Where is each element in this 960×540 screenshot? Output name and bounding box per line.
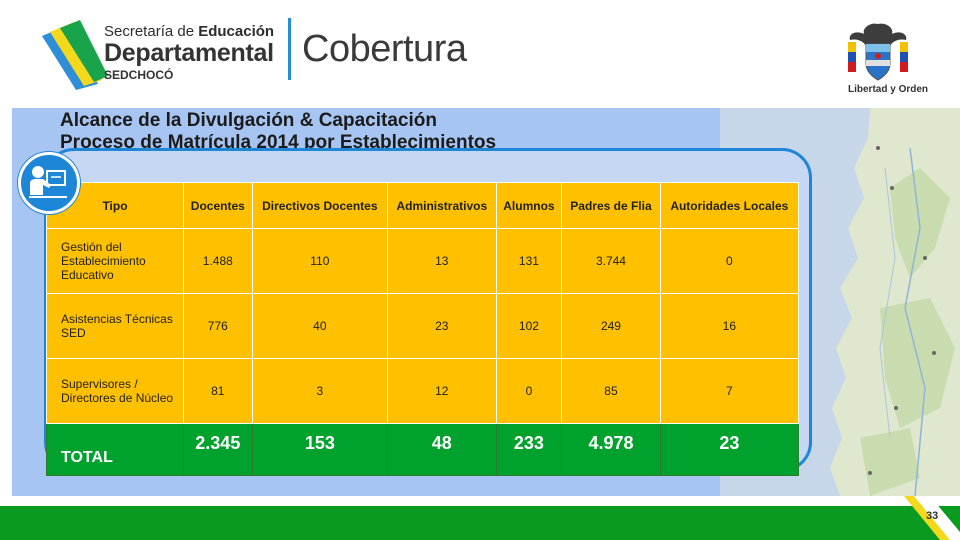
row-label: Supervisores / Directores de Núcleo (46, 358, 184, 424)
motto: Libertad y Orden (848, 84, 929, 95)
table-cell: 249 (561, 293, 661, 359)
column-header: Docentes (183, 182, 253, 229)
table-cell: 23 (387, 293, 497, 359)
table-cell: 0 (659, 228, 800, 294)
table-cell: 131 (495, 228, 563, 294)
header-divider (288, 18, 291, 80)
total-row: TOTAL 2.345 153 48 233 4.978 23 (46, 423, 800, 476)
sed-logo-icon (42, 20, 108, 90)
table-cell: 7 (659, 358, 800, 424)
table-cell: 0 (495, 358, 563, 424)
page-number: 33 (926, 510, 939, 522)
table-cell: 3.744 (561, 228, 661, 294)
total-cell: 23 (659, 423, 800, 476)
org-line1-prefix: Secretaría de (104, 23, 199, 40)
column-header: Directivos Docentes (251, 182, 389, 229)
column-header: Autoridades Locales (659, 182, 800, 229)
column-header: Padres de Flia (561, 182, 661, 229)
table-cell: 1.488 (183, 228, 253, 294)
table-cell: 776 (183, 293, 253, 359)
title-line1: Alcance de la Divulgación & Capacitación (60, 110, 437, 131)
table-row: Supervisores / Directores de Núcleo 81 3… (46, 358, 800, 424)
row-label: Gestión del Establecimiento Educativo (46, 228, 184, 294)
organization-name: Secretaría de Educación Departamental SE… (104, 24, 274, 81)
total-cell: 153 (251, 423, 389, 476)
table-cell: 12 (387, 358, 497, 424)
table-cell: 13 (387, 228, 497, 294)
table-cell: 85 (561, 358, 661, 424)
org-line3: SEDCHOCÓ (104, 68, 174, 82)
coat-of-arms-icon (848, 23, 908, 81)
table-cell: 40 (251, 293, 389, 359)
org-line1-bold: Educación (198, 23, 275, 40)
section-title: Cobertura (302, 28, 467, 70)
row-label: Asistencias Técnicas SED (46, 293, 184, 359)
enrollment-table: Tipo Docentes Directivos Docentes Admini… (46, 182, 800, 476)
table-cell: 16 (659, 293, 800, 359)
total-cell: 233 (495, 423, 563, 476)
total-label: TOTAL (46, 423, 184, 476)
table-cell: 110 (251, 228, 389, 294)
table-cell: 3 (251, 358, 389, 424)
column-header: Administrativos (387, 182, 497, 229)
table-row: Gestión del Establecimiento Educativo 1.… (46, 228, 800, 294)
title-line2: Proceso de Matrícula 2014 por Establecim… (60, 132, 497, 153)
footer-bar (0, 506, 960, 540)
presenter-icon (18, 152, 80, 214)
column-header: Alumnos (495, 182, 563, 229)
org-line2: Departamental (104, 39, 274, 67)
table-cell: 81 (183, 358, 253, 424)
slide-title: Alcance de la Divulgación & Capacitación… (60, 110, 496, 154)
slide-header: Secretaría de Educación Departamental SE… (0, 0, 960, 108)
total-cell: 4.978 (561, 423, 661, 476)
total-cell: 2.345 (183, 423, 253, 476)
footer-accent-icon (904, 496, 960, 540)
table-header-row: Tipo Docentes Directivos Docentes Admini… (46, 182, 800, 229)
table-row: Asistencias Técnicas SED 776 40 23 102 2… (46, 293, 800, 359)
total-cell: 48 (387, 423, 497, 476)
table-cell: 102 (495, 293, 563, 359)
